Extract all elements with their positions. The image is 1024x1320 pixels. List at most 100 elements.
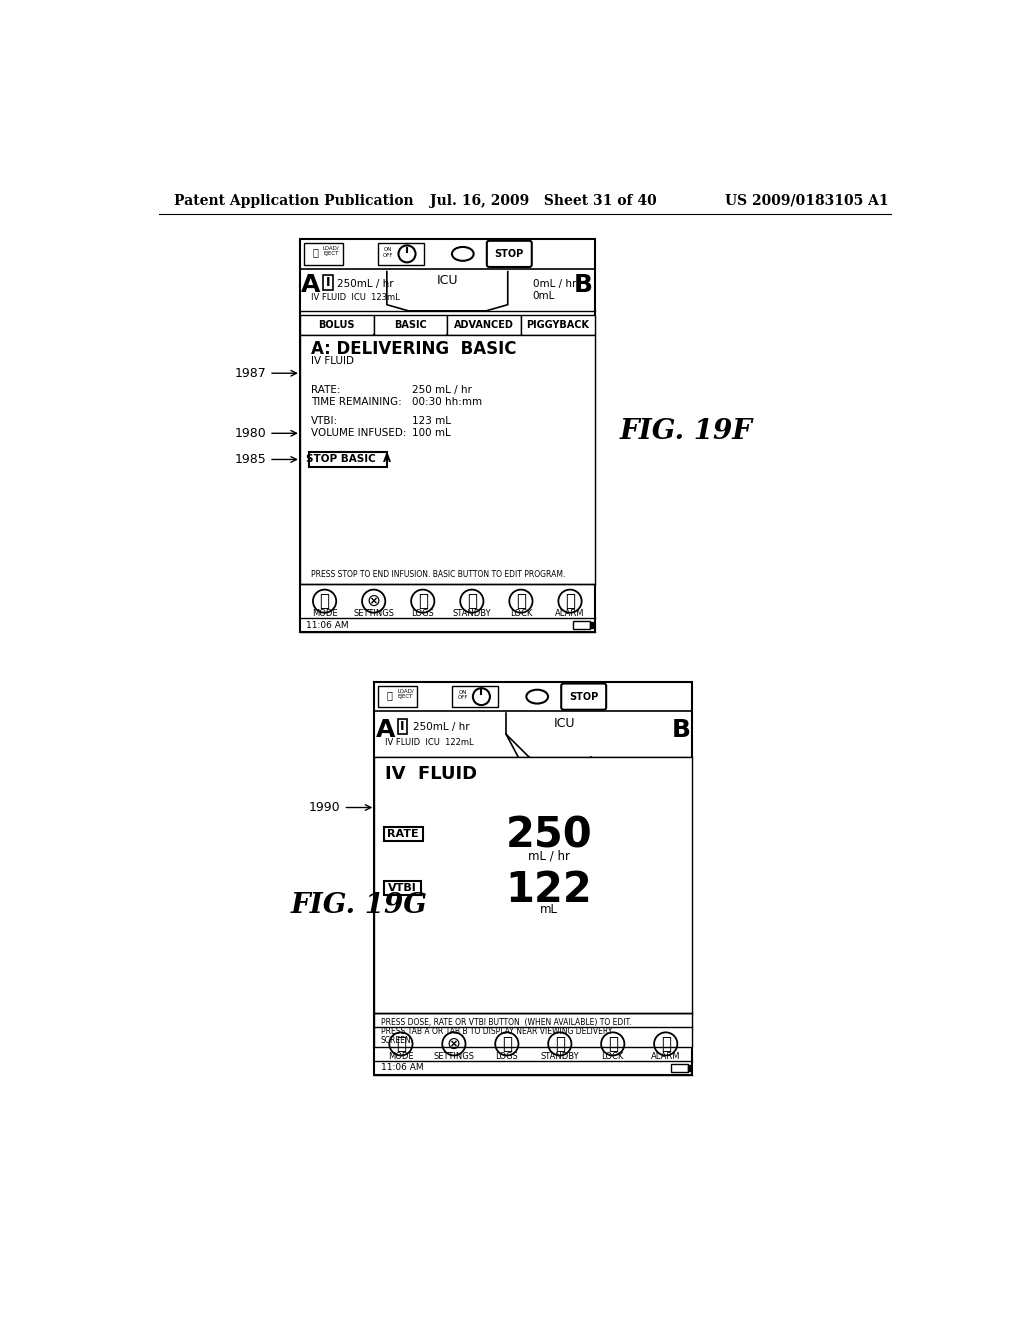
- Text: 250: 250: [506, 814, 592, 857]
- Text: 250mL / hr: 250mL / hr: [414, 722, 470, 731]
- Text: ADVANCED: ADVANCED: [455, 319, 514, 330]
- Text: ⓜ: ⓜ: [319, 593, 330, 610]
- Text: 11:06 AM: 11:06 AM: [381, 1064, 423, 1072]
- Text: LOGS: LOGS: [496, 1052, 518, 1061]
- Text: 1985: 1985: [234, 453, 266, 466]
- Bar: [374, 314, 447, 335]
- Text: ⓜ: ⓜ: [396, 1035, 406, 1053]
- Text: Ⓢ: Ⓢ: [555, 1035, 565, 1053]
- Text: 0mL: 0mL: [532, 292, 555, 301]
- Text: SCREEN.: SCREEN.: [381, 1036, 414, 1045]
- Bar: [687, 1065, 690, 1071]
- Text: 1980: 1980: [234, 426, 266, 440]
- Text: STOP BASIC  A: STOP BASIC A: [305, 454, 390, 465]
- Text: ICU: ICU: [554, 717, 575, 730]
- Text: 123 mL: 123 mL: [412, 416, 451, 426]
- Bar: [384, 826, 423, 841]
- Bar: [304, 243, 343, 264]
- Bar: [384, 880, 421, 895]
- Bar: [447, 314, 521, 335]
- Text: IV FLUID  ICU  123mL: IV FLUID ICU 123mL: [311, 293, 399, 302]
- Bar: [309, 451, 387, 467]
- Text: A: DELIVERING  BASIC: A: DELIVERING BASIC: [311, 339, 516, 358]
- Bar: [397, 719, 407, 734]
- FancyBboxPatch shape: [561, 684, 606, 710]
- Text: VTBI: VTBI: [388, 883, 417, 892]
- Text: A: A: [376, 718, 395, 742]
- Text: VOLUME INFUSED:: VOLUME INFUSED:: [311, 428, 407, 438]
- Text: ⏰: ⏰: [565, 593, 575, 610]
- Text: PRESS DOSE, RATE OR VTBI BUTTON  (WHEN AVAILABLE) TO EDIT.: PRESS DOSE, RATE OR VTBI BUTTON (WHEN AV…: [381, 1018, 631, 1027]
- Text: ALARM: ALARM: [651, 1052, 681, 1061]
- Text: MODE: MODE: [388, 1052, 414, 1061]
- Text: BASIC: BASIC: [394, 319, 427, 330]
- Text: 11:06 AM: 11:06 AM: [306, 620, 349, 630]
- Text: SETTINGS: SETTINGS: [433, 1052, 474, 1061]
- Text: PRESS TAB A OR TAB B TO DISPLAY NEAR VIEWING DELIVERY: PRESS TAB A OR TAB B TO DISPLAY NEAR VIE…: [381, 1027, 612, 1036]
- Text: BOLUS: BOLUS: [318, 319, 355, 330]
- Text: B: B: [574, 273, 593, 297]
- Text: 🔒: 🔒: [387, 690, 393, 700]
- Text: RATE: RATE: [387, 829, 419, 838]
- Text: LOCK: LOCK: [601, 1052, 624, 1061]
- Text: MODE: MODE: [311, 609, 337, 618]
- Bar: [375, 1014, 692, 1047]
- Text: TIME REMAINING:: TIME REMAINING:: [311, 397, 401, 408]
- Text: ON
OFF: ON OFF: [458, 689, 468, 701]
- Bar: [324, 275, 333, 290]
- Text: ALARM: ALARM: [555, 609, 585, 618]
- Bar: [300, 335, 595, 585]
- Text: 1987: 1987: [234, 367, 266, 380]
- Bar: [300, 314, 374, 335]
- Bar: [300, 239, 595, 632]
- Text: mL / hr: mL / hr: [527, 850, 569, 862]
- Text: LOCK: LOCK: [510, 609, 532, 618]
- Text: LOAD/
EJECT: LOAD/ EJECT: [397, 688, 414, 700]
- Bar: [452, 686, 499, 708]
- Text: 122: 122: [506, 869, 592, 911]
- Text: PIGGYBACK: PIGGYBACK: [526, 319, 589, 330]
- Bar: [378, 243, 424, 264]
- Text: ON
OFF: ON OFF: [383, 247, 393, 257]
- Text: ⊗: ⊗: [446, 1035, 461, 1053]
- Text: PRESS STOP TO END INFUSION. BASIC BUTTON TO EDIT PROGRAM.: PRESS STOP TO END INFUSION. BASIC BUTTON…: [311, 570, 565, 579]
- Bar: [521, 314, 595, 335]
- Text: VTBI:: VTBI:: [311, 416, 338, 426]
- Text: mL: mL: [540, 903, 558, 916]
- Text: 🔒: 🔒: [312, 247, 318, 257]
- Text: Ⓐ: Ⓐ: [608, 1035, 617, 1053]
- Text: Jul. 16, 2009   Sheet 31 of 40: Jul. 16, 2009 Sheet 31 of 40: [430, 194, 657, 207]
- Bar: [572, 622, 590, 628]
- Text: I: I: [400, 721, 404, 733]
- Text: ICU: ICU: [436, 275, 458, 288]
- Text: FIG. 19F: FIG. 19F: [621, 418, 753, 445]
- Text: IV FLUID  ICU  122mL: IV FLUID ICU 122mL: [385, 738, 474, 747]
- Text: ⊗: ⊗: [367, 593, 381, 610]
- Bar: [378, 686, 417, 708]
- Text: Ⓓ: Ⓓ: [502, 1035, 512, 1053]
- Text: 0mL / hr: 0mL / hr: [532, 279, 575, 289]
- Text: B: B: [672, 718, 691, 742]
- Text: SETTINGS: SETTINGS: [353, 609, 394, 618]
- Text: 100 mL: 100 mL: [412, 428, 451, 438]
- Bar: [375, 682, 692, 1074]
- Text: STANDBY: STANDBY: [541, 1052, 580, 1061]
- Text: LOGS: LOGS: [412, 609, 434, 618]
- FancyBboxPatch shape: [486, 240, 531, 267]
- Text: IV  FLUID: IV FLUID: [385, 766, 477, 783]
- Text: RATE:: RATE:: [311, 385, 340, 395]
- Text: Patent Application Publication: Patent Application Publication: [174, 194, 414, 207]
- Text: US 2009/0183105 A1: US 2009/0183105 A1: [725, 194, 889, 207]
- Text: FIG. 19G: FIG. 19G: [291, 892, 428, 919]
- Bar: [590, 622, 593, 628]
- Text: Ⓓ: Ⓓ: [418, 593, 428, 610]
- Text: LOAD/
EJECT: LOAD/ EJECT: [323, 246, 339, 256]
- Text: 250 mL / hr: 250 mL / hr: [412, 385, 471, 395]
- Text: Ⓢ: Ⓢ: [467, 593, 477, 610]
- Text: 1990: 1990: [308, 801, 340, 814]
- Text: 00:30 hh:mm: 00:30 hh:mm: [412, 397, 481, 408]
- Text: STANDBY: STANDBY: [453, 609, 492, 618]
- Text: I: I: [326, 276, 330, 289]
- Bar: [375, 758, 692, 1014]
- Text: Ⓐ: Ⓐ: [516, 593, 526, 610]
